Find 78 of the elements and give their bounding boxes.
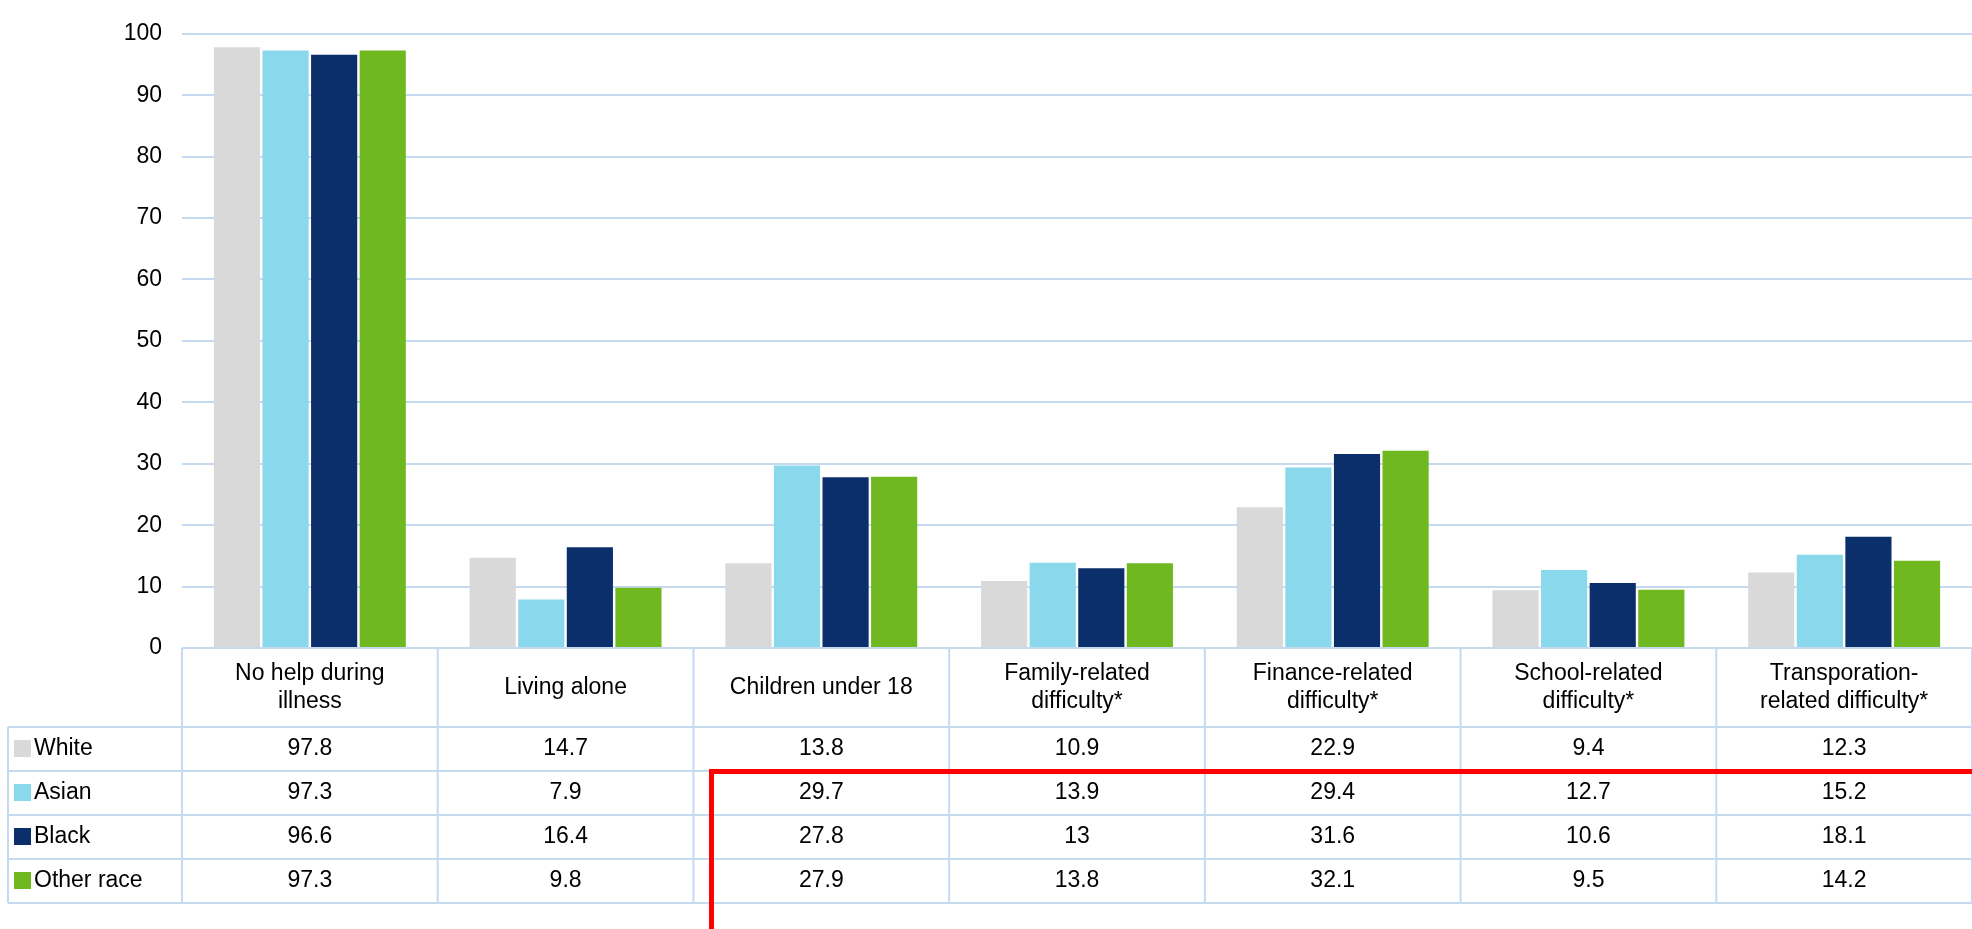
data-label: 27.8 xyxy=(798,822,844,849)
data-label: 7.9 xyxy=(549,778,582,805)
data-label: 29.4 xyxy=(1310,778,1356,805)
data-label: 29.7 xyxy=(798,778,844,805)
y-tick-label: 40 xyxy=(136,387,162,414)
x-tick-label: Transporation-related difficulty* xyxy=(1759,658,1929,713)
y-tick-label: 10 xyxy=(136,571,162,598)
data-label: 13.8 xyxy=(798,734,844,761)
y-tick-label: 90 xyxy=(136,80,162,107)
bar xyxy=(725,563,772,647)
x-tick-label: School-related difficulty* xyxy=(1514,658,1663,713)
data-label: 13.9 xyxy=(1054,778,1100,805)
x-tick-label: No help during illness xyxy=(235,658,385,713)
data-label: 31.6 xyxy=(1310,822,1356,849)
x-tick-label: Finance-related difficulty* xyxy=(1252,658,1413,713)
bar xyxy=(518,599,565,647)
legend-label: White xyxy=(34,734,93,761)
bar xyxy=(1126,563,1173,647)
bar xyxy=(1078,568,1125,647)
y-tick-label: 30 xyxy=(136,449,162,476)
bar xyxy=(213,47,261,647)
bar xyxy=(981,581,1028,647)
bar xyxy=(773,465,821,647)
bar xyxy=(566,547,613,647)
bar xyxy=(1845,536,1892,647)
data-label: 97.3 xyxy=(287,778,333,805)
data-label: 27.9 xyxy=(798,866,844,893)
bar xyxy=(1796,554,1843,647)
bar xyxy=(1541,570,1588,647)
bar xyxy=(469,557,516,647)
y-tick-label: 0 xyxy=(149,633,162,660)
bar xyxy=(1589,582,1636,647)
y-tick-label: 60 xyxy=(136,264,162,291)
bar xyxy=(1638,589,1685,647)
data-label: 97.8 xyxy=(287,734,333,761)
bar xyxy=(1748,572,1795,647)
bar xyxy=(311,54,358,647)
legend-label: Other race xyxy=(34,866,143,893)
data-label: 12.7 xyxy=(1566,778,1611,805)
data-label: 10.6 xyxy=(1566,822,1611,849)
data-label: 14.2 xyxy=(1821,866,1867,893)
bar xyxy=(1382,450,1429,647)
bar xyxy=(1236,507,1283,647)
data-label: 22.9 xyxy=(1310,734,1356,761)
bar xyxy=(1492,590,1539,647)
legend-label: Black xyxy=(34,822,91,849)
data-label: 16.4 xyxy=(543,822,589,849)
data-label: 9.4 xyxy=(1572,734,1605,761)
data-label: 12.3 xyxy=(1821,734,1867,761)
y-tick-label: 100 xyxy=(123,19,162,46)
bar xyxy=(1333,453,1381,647)
data-label: 13.8 xyxy=(1054,866,1100,893)
data-label: 18.1 xyxy=(1821,822,1867,849)
bar xyxy=(359,50,406,647)
data-label: 15.2 xyxy=(1821,778,1867,805)
data-label: 32.1 xyxy=(1310,866,1356,893)
data-label: 9.8 xyxy=(549,866,582,893)
bar xyxy=(262,50,309,647)
bar xyxy=(1893,560,1941,647)
y-tick-label: 70 xyxy=(136,203,162,230)
data-label: 9.5 xyxy=(1572,866,1605,893)
data-label: 10.9 xyxy=(1054,734,1100,761)
bar xyxy=(615,587,662,647)
legend-label: Asian xyxy=(34,778,92,805)
y-tick-label: 80 xyxy=(136,141,162,168)
data-label: 96.6 xyxy=(287,822,333,849)
x-tick-label: Family-related difficulty* xyxy=(1004,658,1150,713)
x-tick-label: Living alone xyxy=(504,672,627,699)
data-label: 13 xyxy=(1064,822,1090,849)
bar xyxy=(1029,562,1076,647)
data-label: 14.7 xyxy=(543,734,588,761)
x-tick-label: Children under 18 xyxy=(729,672,913,699)
y-tick-label: 20 xyxy=(136,510,162,537)
bar xyxy=(1285,467,1332,647)
bar xyxy=(871,476,918,647)
y-tick-label: 50 xyxy=(136,326,162,353)
data-label: 97.3 xyxy=(287,866,333,893)
bar xyxy=(822,477,869,647)
